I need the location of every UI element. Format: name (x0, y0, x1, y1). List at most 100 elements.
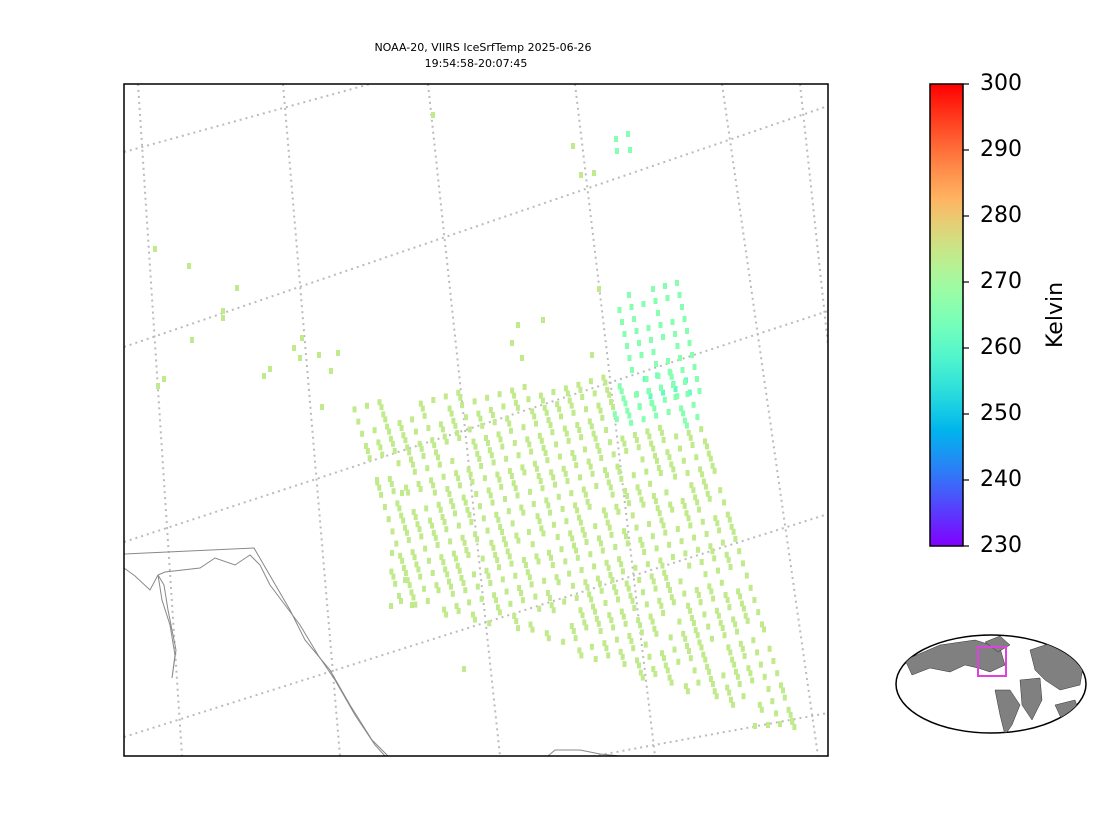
pixel (566, 437, 571, 444)
pixel (591, 430, 596, 437)
pixel (532, 460, 537, 467)
pixel (300, 335, 304, 341)
pixel (735, 673, 740, 680)
pixel (456, 389, 461, 396)
pixel (527, 574, 532, 581)
pixel (607, 612, 612, 619)
pixel (565, 478, 570, 484)
pixel (393, 580, 398, 587)
pixel (666, 409, 671, 415)
pixel (484, 567, 489, 574)
pixel (372, 427, 377, 434)
pixel (413, 514, 418, 520)
pixel (741, 560, 745, 567)
pixel (662, 396, 667, 403)
pixel (410, 549, 415, 556)
pixel (536, 473, 541, 479)
pixel-layer (153, 112, 797, 730)
pixel (698, 466, 703, 473)
pixel (597, 580, 602, 587)
pixel (461, 494, 466, 501)
coastline (124, 547, 621, 756)
pixel (571, 409, 576, 416)
pixel (548, 509, 553, 516)
pixel (492, 419, 497, 426)
pixel (614, 416, 619, 423)
pixel (627, 355, 632, 361)
pixel (706, 623, 711, 630)
pixel (460, 402, 465, 408)
pixel (743, 612, 748, 619)
pixel (493, 552, 498, 558)
pixel (629, 638, 634, 644)
pixel (510, 520, 515, 527)
pixel (596, 402, 601, 409)
pixel (390, 440, 395, 447)
pixel (624, 533, 628, 540)
pixel (680, 498, 685, 504)
pixel (425, 465, 430, 472)
pixel (386, 516, 391, 523)
pixel (590, 352, 594, 358)
pixel (460, 534, 465, 541)
pixel (546, 502, 551, 509)
pixel (607, 439, 612, 446)
pixel (630, 367, 634, 373)
pixel (462, 666, 466, 672)
pixel (449, 583, 453, 590)
pixel (153, 246, 157, 252)
pixel (569, 623, 574, 629)
pixel (637, 340, 641, 346)
pixel (708, 676, 713, 682)
pixel (489, 452, 494, 459)
pixel (454, 603, 459, 609)
pixel (573, 502, 578, 509)
pixel (622, 440, 627, 447)
pixel (599, 540, 603, 547)
pixel (529, 581, 534, 588)
pixel (617, 468, 622, 475)
pixel (622, 528, 626, 535)
pixel (468, 471, 473, 478)
pixel (472, 571, 476, 578)
pixel (790, 718, 794, 724)
pixel (635, 484, 640, 491)
pixel (653, 498, 658, 504)
pixel (620, 435, 625, 442)
pixel (526, 529, 531, 535)
pixel (470, 611, 475, 618)
pixel (657, 510, 662, 517)
pixel (619, 475, 624, 482)
pixel (490, 499, 495, 506)
pixel (641, 501, 646, 508)
pixel (788, 711, 793, 718)
pixel (670, 506, 675, 513)
pixel (704, 531, 709, 537)
pixel (162, 376, 166, 382)
pixel (525, 436, 530, 443)
pixel (637, 662, 641, 669)
pixel (597, 535, 601, 542)
pixel (582, 531, 587, 538)
pixel (647, 653, 652, 660)
pixel (530, 408, 535, 415)
pixel (521, 424, 526, 431)
pixel (440, 514, 445, 520)
pixel (636, 444, 641, 451)
pixel (441, 473, 446, 480)
pixel (431, 112, 435, 118)
pixel (767, 645, 772, 652)
pixel (409, 589, 414, 596)
pixel (503, 496, 507, 502)
pixel (621, 613, 626, 620)
pixel (545, 457, 550, 464)
pixel (556, 493, 561, 500)
pixel (752, 597, 757, 603)
pixel (541, 445, 546, 451)
pixel (620, 568, 625, 575)
pixel (494, 597, 499, 604)
pixel (472, 398, 477, 405)
pixel (520, 464, 525, 471)
pixel (638, 622, 643, 629)
pixel (526, 396, 531, 403)
